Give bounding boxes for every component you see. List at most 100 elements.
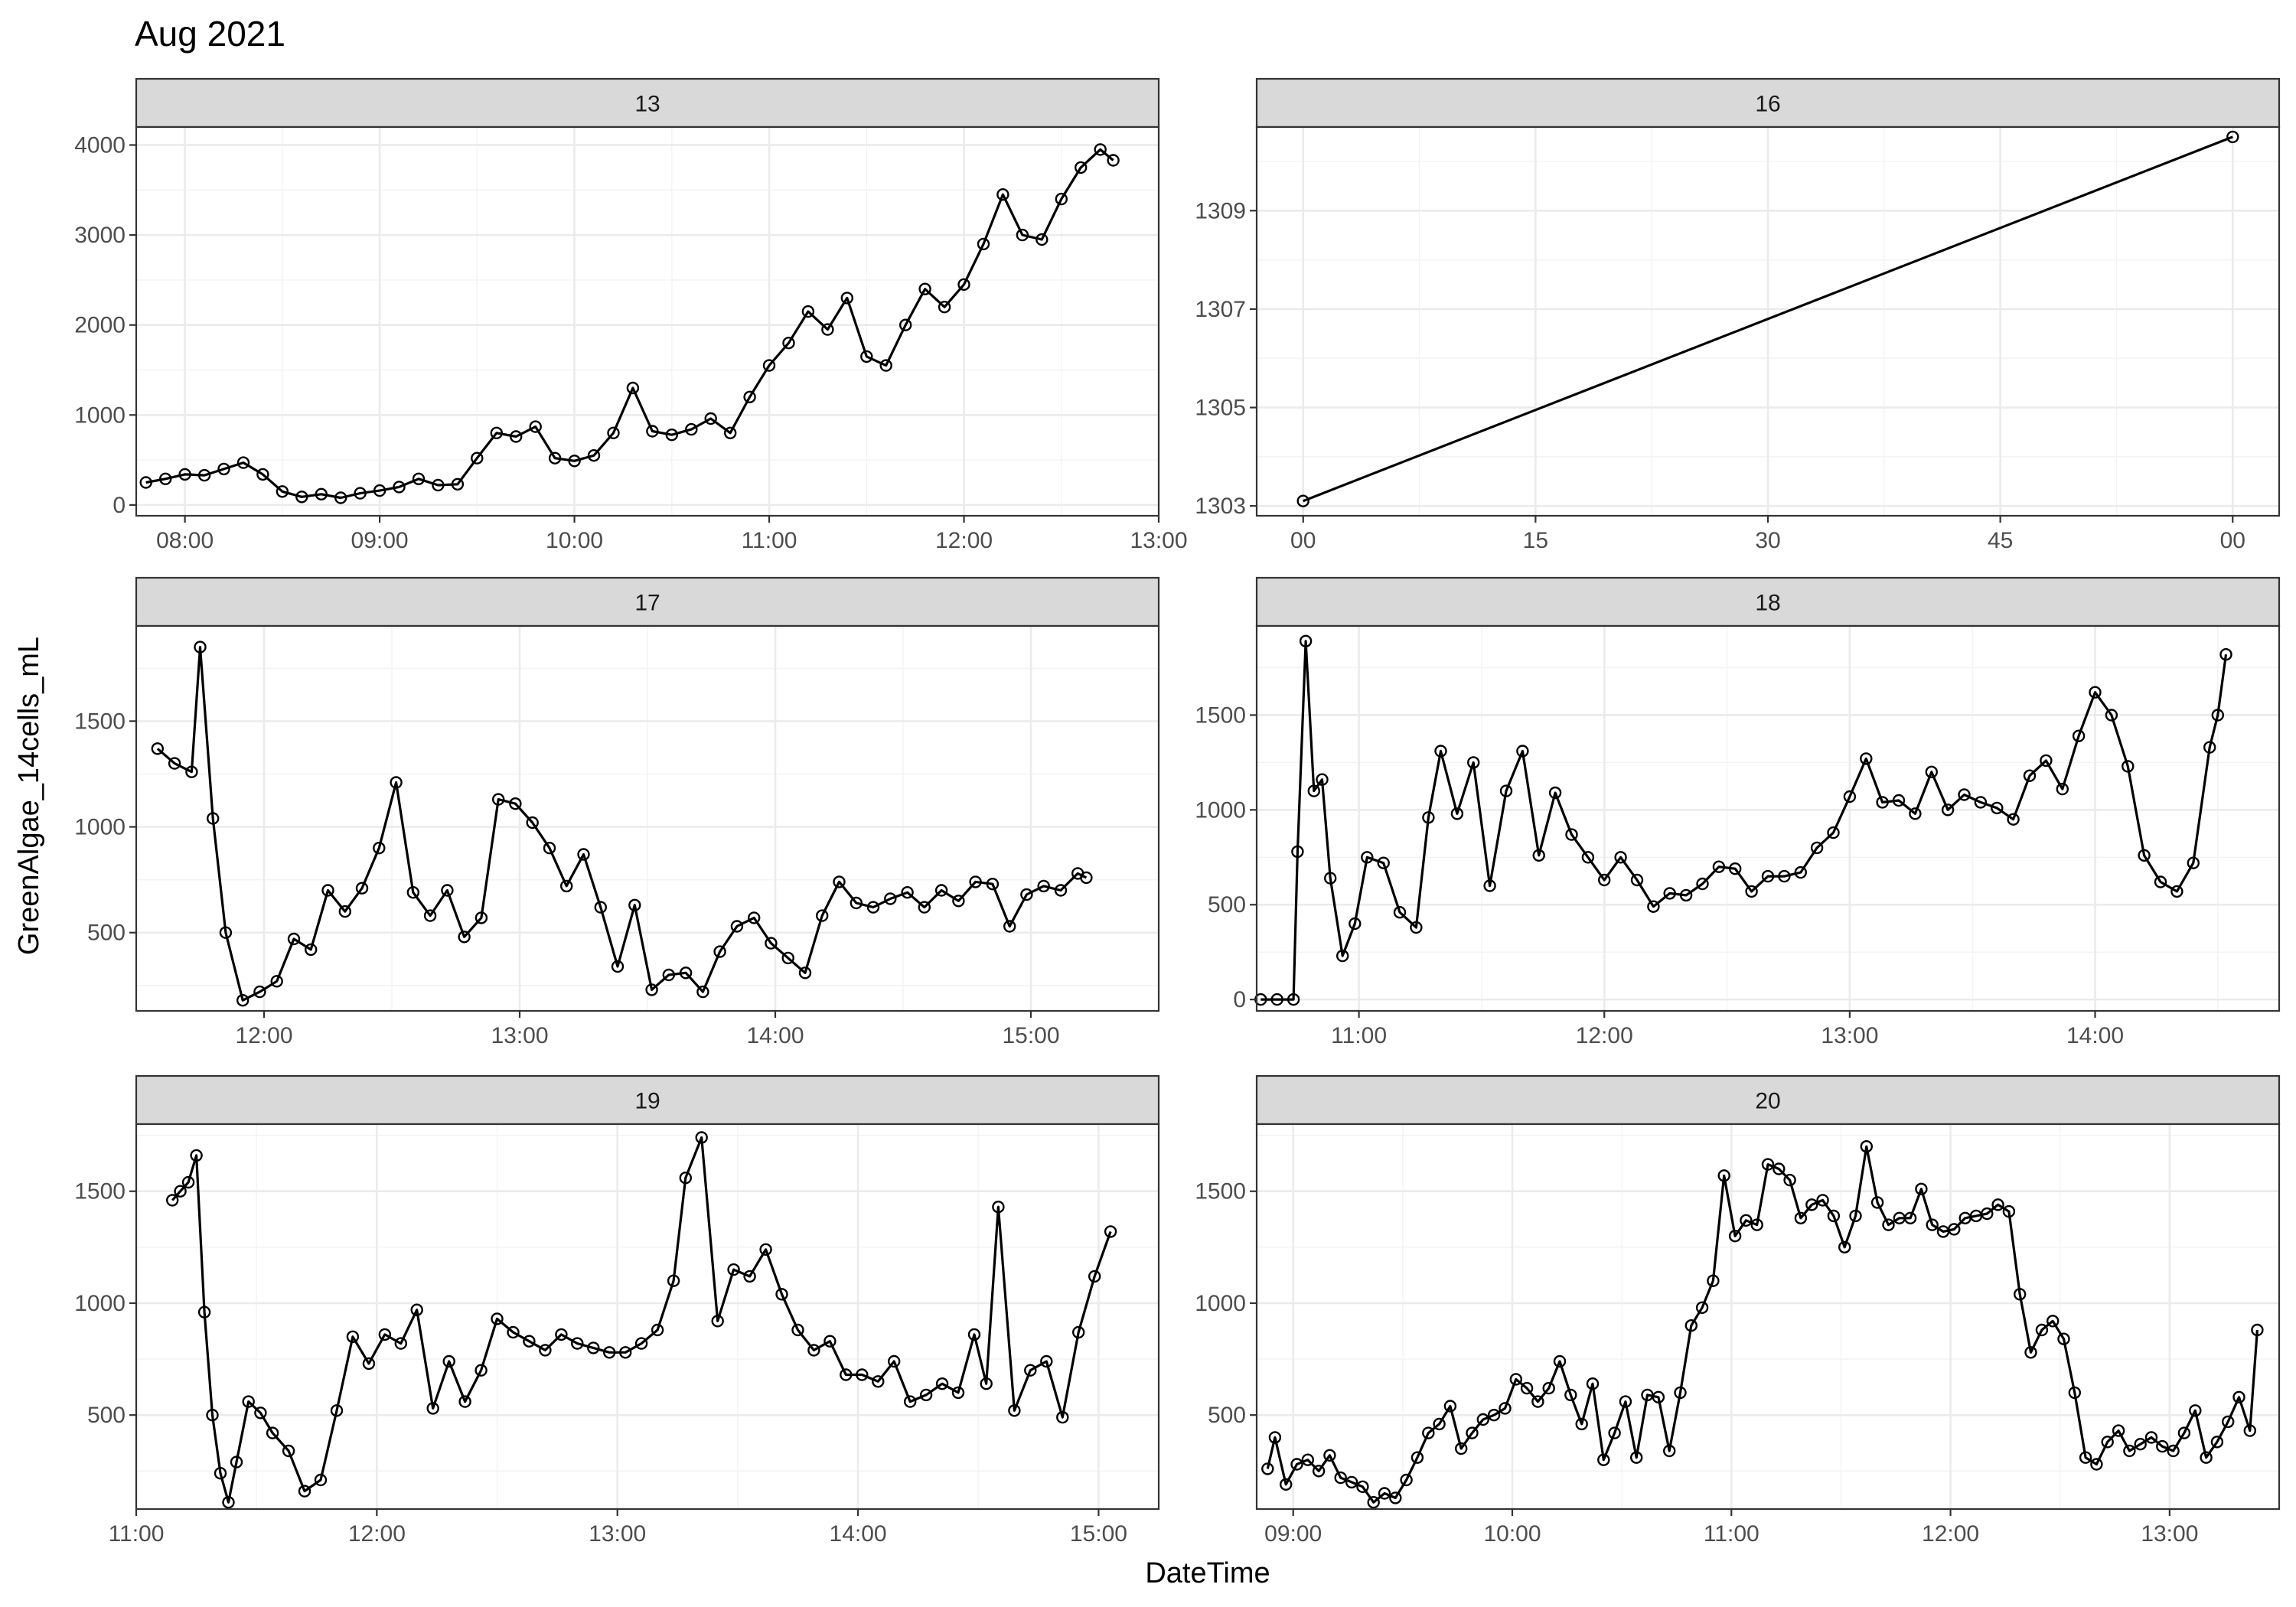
data-point [1608, 1426, 1621, 1439]
x-tick-label: 11:00 [742, 528, 797, 553]
data-point [1312, 1465, 1326, 1478]
data-point [236, 993, 249, 1007]
x-tick-label: 30 [1755, 528, 1780, 553]
data-point [568, 455, 581, 468]
data-point [1948, 1223, 1961, 1236]
data-point [1882, 1218, 1895, 1231]
data-point [276, 485, 289, 498]
facet-strip-label: 16 [1755, 92, 1780, 117]
data-point [151, 742, 165, 755]
data-point [1860, 1139, 1874, 1153]
data-point [2200, 1451, 2213, 1464]
data-point [951, 1386, 965, 1400]
data-point [355, 882, 369, 895]
plot-area [1257, 1124, 2279, 1509]
data-point [1037, 879, 1050, 893]
data-point [571, 1337, 584, 1350]
data-point [821, 323, 834, 336]
data-point [1020, 888, 1033, 901]
data-point [607, 426, 620, 439]
x-tick-label: 11:00 [109, 1521, 165, 1547]
data-point [1619, 1395, 1632, 1408]
data-point [1499, 1402, 1512, 1415]
data-point [2002, 1204, 2016, 1218]
panel-17: 17 12:00 13:00 14:00 15:00 500 1000 1500 [74, 576, 1160, 1048]
data-point [743, 390, 756, 403]
data-point [2068, 1386, 2082, 1400]
data-point [1080, 871, 1093, 885]
panel-13: 13 08:00 09:00 10:00 11:00 12:00 13:00 0 1000 200… [74, 77, 1188, 553]
data-point [679, 1171, 692, 1185]
data-point [801, 305, 815, 318]
data-point [1761, 869, 1775, 883]
data-point [1291, 845, 1304, 859]
data-point [423, 909, 437, 922]
data-point [2023, 769, 2037, 782]
x-tick-label: 14:00 [2066, 1023, 2124, 1048]
data-point [1056, 1410, 1069, 1424]
data-point [1400, 1473, 1413, 1487]
data-point [412, 472, 426, 485]
data-point [743, 1270, 756, 1283]
data-point [1074, 161, 1088, 174]
series-points [1254, 634, 2232, 1006]
panel-18: 18 11:00 12:00 13:00 14:00 0 500 1000 1500 [1195, 576, 2281, 1048]
data-point [1876, 796, 1889, 809]
data-point [2210, 1436, 2224, 1449]
data-point [362, 1357, 376, 1371]
data-point [1003, 920, 1016, 933]
panel-border [1255, 624, 2281, 1012]
data-point [1450, 807, 1464, 820]
data-point [1356, 1480, 1369, 1494]
data-point [840, 1368, 853, 1381]
data-point [406, 885, 419, 899]
data-point [696, 985, 709, 999]
x-tick-label: 15 [1523, 528, 1548, 553]
data-point [2134, 1437, 2147, 1451]
data-point [1261, 1462, 1274, 1475]
panel-border [135, 1123, 1160, 1511]
data-point [1334, 1471, 1347, 1485]
data-point [1794, 865, 1808, 879]
data-point [194, 641, 207, 654]
x-tick-label: 00 [2220, 528, 2245, 553]
data-point [2040, 754, 2053, 768]
data-point [1870, 1196, 1884, 1209]
data-point [1411, 1451, 1424, 1464]
chart-title: Aug 2021 [135, 14, 285, 54]
y-tick-label: 1500 [74, 1179, 126, 1204]
data-point [190, 1149, 203, 1162]
data-point [1614, 851, 1627, 864]
data-point [1679, 888, 1693, 902]
data-point [587, 1341, 600, 1354]
data-point [1728, 1229, 1742, 1243]
data-point [510, 430, 523, 443]
gridlines [136, 127, 1160, 516]
series-line [1266, 1145, 2258, 1504]
data-point [2189, 1404, 2202, 1417]
data-point [2211, 709, 2225, 722]
data-point [1443, 1400, 1457, 1413]
data-point [321, 884, 334, 897]
data-point [2156, 1439, 2169, 1453]
data-point [1663, 887, 1676, 900]
y-tick-label: 1500 [1195, 1179, 1246, 1204]
data-point [197, 468, 211, 482]
data-point [507, 1325, 520, 1339]
data-point [338, 905, 351, 918]
data-point [1323, 1449, 1336, 1462]
x-tick-label: 15:00 [1070, 1521, 1127, 1547]
data-point [1778, 869, 1791, 883]
gridlines [1257, 127, 2279, 516]
x-tick-label: 00 [1290, 528, 1316, 553]
data-point [287, 932, 301, 946]
data-point [181, 1175, 195, 1189]
data-point [1695, 1301, 1709, 1315]
data-point [724, 426, 737, 439]
data-point [2219, 648, 2232, 661]
x-tick-label: 09:00 [1264, 1521, 1322, 1547]
data-point [704, 412, 717, 425]
data-point [860, 350, 873, 363]
data-point [1466, 1426, 1479, 1439]
